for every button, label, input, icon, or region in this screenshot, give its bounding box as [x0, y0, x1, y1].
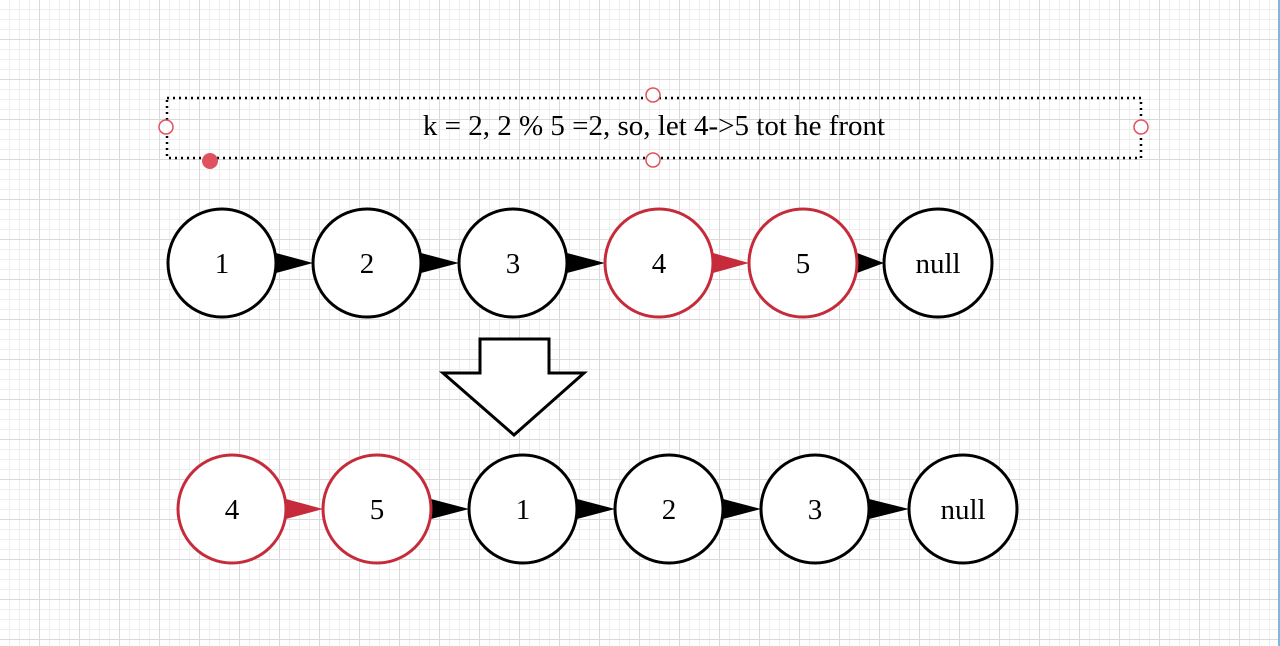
resize-handle-top[interactable]: [645, 87, 661, 103]
node-label: 3: [808, 494, 823, 526]
list-link-arrow: [567, 253, 605, 273]
caption-box[interactable]: k = 2, 2 % 5 =2, so, let 4->5 tot he fro…: [158, 87, 1149, 169]
after-list: 4 5 1 2 3 null: [176, 453, 1019, 565]
list-node: 4: [176, 453, 288, 565]
node-label: 2: [662, 494, 677, 526]
node-label: 2: [360, 248, 375, 280]
list-node: 1: [467, 453, 579, 565]
canvas-edge: [1278, 0, 1280, 646]
list-node: 2: [311, 207, 423, 319]
node-label: 5: [370, 494, 385, 526]
node-label: null: [915, 248, 960, 280]
list-node: 2: [613, 453, 725, 565]
list-link-arrow: [869, 499, 909, 519]
list-node: 5: [747, 207, 859, 319]
node-label: 3: [506, 248, 521, 280]
list-node: 1: [166, 207, 278, 319]
node-label: 1: [215, 248, 230, 280]
node-circle: [907, 453, 1019, 565]
node-circle: [457, 207, 569, 319]
node-circle: [166, 207, 278, 319]
list-link-arrow: [276, 253, 313, 273]
node-circle: [613, 453, 725, 565]
resize-handle-bottom[interactable]: [645, 152, 661, 168]
list-link-arrow: [713, 253, 749, 273]
down-arrow-icon: [439, 337, 588, 437]
list-link-arrow: [577, 499, 615, 519]
node-label: 1: [516, 494, 531, 526]
list-link-arrow: [857, 253, 884, 273]
resize-handle-left[interactable]: [158, 119, 174, 135]
node-label: null: [940, 494, 985, 526]
node-circle: [603, 207, 715, 319]
list-node: null: [907, 453, 1019, 565]
node-label: 4: [225, 494, 240, 526]
list-link-arrow: [286, 499, 323, 519]
list-node: 3: [457, 207, 569, 319]
list-node: 4: [603, 207, 715, 319]
node-circle: [467, 453, 579, 565]
node-circle: [759, 453, 871, 565]
rotate-handle[interactable]: [202, 153, 218, 169]
node-circle: [747, 207, 859, 319]
node-label: 4: [652, 248, 667, 280]
list-node: 3: [759, 453, 871, 565]
before-list: 1 2 3 4 5 null: [166, 207, 994, 319]
node-circle: [321, 453, 433, 565]
list-node: null: [882, 207, 994, 319]
node-circle: [176, 453, 288, 565]
list-link-arrow: [723, 499, 761, 519]
list-link-arrow: [431, 499, 469, 519]
list-node: 5: [321, 453, 433, 565]
node-circle: [311, 207, 423, 319]
node-label: 5: [796, 248, 811, 280]
caption-text: k = 2, 2 % 5 =2, so, let 4->5 tot he fro…: [423, 110, 885, 142]
node-circle: [882, 207, 994, 319]
list-link-arrow: [421, 253, 459, 273]
resize-handle-right[interactable]: [1133, 119, 1149, 135]
